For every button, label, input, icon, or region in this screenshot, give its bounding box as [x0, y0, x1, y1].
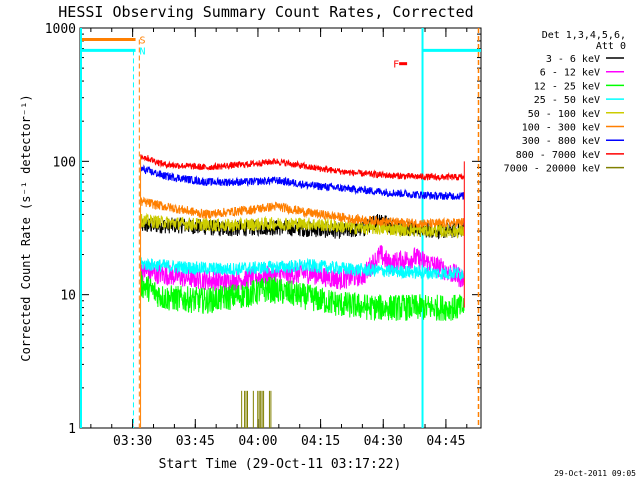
legend-label: 6 - 12 keV: [540, 68, 600, 79]
series-line: [140, 196, 465, 228]
legend-label: 12 - 25 keV: [534, 81, 600, 92]
marker-f: F: [393, 60, 399, 71]
legend-label: 25 - 50 keV: [534, 95, 600, 106]
y-tick-label: 100: [53, 155, 76, 170]
y-axis-label: Corrected Count Rate (s⁻¹ detector⁻¹): [19, 94, 33, 361]
legend: Det 1,3,4,5,6,Att 0 3 - 6 keV 6 - 12 keV 12…: [504, 30, 626, 175]
series-line: [140, 212, 465, 239]
x-tick-label: 04:30: [364, 434, 403, 449]
plot-area: 1 10 100 1000 03:30 03:45 04:00 04:15 04:30 04:45…: [45, 22, 482, 449]
series-line: [140, 271, 465, 321]
legend-label: 3 - 6 keV: [546, 54, 600, 65]
x-tick-label: 03:30: [113, 434, 152, 449]
legend-label: 100 - 300 keV: [522, 123, 600, 134]
y-tick-label: 10: [60, 289, 76, 304]
series-line: [140, 154, 465, 182]
y-tick-label: 1: [68, 422, 76, 437]
legend-header: Att 0: [596, 41, 626, 52]
marker-s: S: [140, 35, 146, 46]
x-tick-label: 03:45: [176, 434, 215, 449]
x-axis-label: Start Time (29-Oct-11 03:17:22): [159, 457, 402, 472]
legend-header: Det 1,3,4,5,6,: [542, 30, 626, 41]
legend-label: 50 - 100 keV: [528, 109, 600, 120]
legend-label: 300 - 800 keV: [522, 136, 600, 147]
series-line: [140, 257, 465, 281]
x-tick-label: 04:15: [301, 434, 340, 449]
footer-timestamp: 29-Oct-2011 09:05: [554, 469, 636, 478]
x-tick-label: 04:00: [238, 434, 277, 449]
legend-label: 7000 - 20000 keV: [504, 164, 600, 175]
marker-n: N: [140, 46, 146, 57]
chart-title: HESSI Observing Summary Count Rates, Cor…: [58, 3, 473, 21]
series-line: [140, 245, 465, 293]
legend-label: 800 - 7000 keV: [516, 150, 600, 161]
x-tick-label: 04:45: [426, 434, 465, 449]
y-tick-label: 1000: [45, 22, 76, 37]
series-line: [140, 164, 465, 201]
